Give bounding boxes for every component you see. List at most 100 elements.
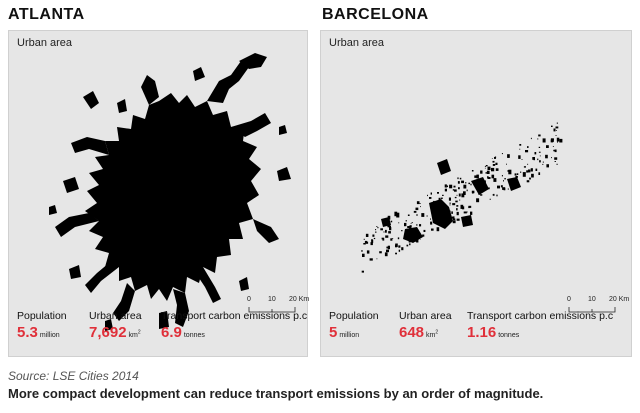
urban-fragment <box>484 166 486 167</box>
urban-fragment <box>488 187 490 190</box>
urban-fragment <box>415 207 419 211</box>
urban-fragment <box>452 189 455 191</box>
urban-fragment <box>444 207 448 210</box>
urban-fragment <box>542 161 544 163</box>
urban-fragment <box>551 125 553 127</box>
urban-fragment <box>539 160 541 163</box>
urban-fragment <box>449 204 451 206</box>
urban-fragment <box>373 237 376 240</box>
urban-fragment <box>527 146 529 148</box>
urban-fragment <box>519 148 521 150</box>
urban-fragment <box>478 193 481 195</box>
urban-fragment <box>430 192 432 195</box>
barcelona-panel-label: Urban area <box>329 37 385 49</box>
urban-fragment <box>545 154 548 159</box>
atlanta-urban-area-value: 7,692 <box>89 324 127 341</box>
urban-fragment <box>385 229 387 233</box>
urban-fragment <box>406 228 409 231</box>
urban-fragment <box>501 175 503 177</box>
urban-fragment <box>508 169 512 175</box>
urban-fragment <box>422 234 425 237</box>
urban-fragment <box>419 203 421 204</box>
urban-fragment <box>486 170 490 174</box>
urban-fragment <box>361 250 363 252</box>
urban-fragment <box>394 211 398 217</box>
urban-fragment <box>515 176 518 178</box>
urban-fragment <box>538 134 541 137</box>
urban-fragment <box>495 162 498 165</box>
atlanta-scale-mid: 10 <box>268 296 276 303</box>
barcelona-panel: Urban area 0 10 20 Km Population 5 millio… <box>320 30 632 357</box>
urban-fragment <box>457 177 459 180</box>
urban-fragment <box>485 165 488 167</box>
urban-fragment <box>406 244 409 247</box>
barcelona-population: Population 5 million <box>329 310 379 342</box>
urban-fragment <box>456 205 459 207</box>
urban-fragment <box>401 230 403 232</box>
urban-fragment <box>458 187 460 190</box>
atlanta-emissions-label: Transport carbon emissions p.c <box>161 310 308 322</box>
urban-fragment <box>369 258 373 261</box>
urban-fragment <box>471 190 475 194</box>
urban-fragment <box>415 240 418 242</box>
urban-fragment <box>559 138 563 143</box>
barcelona-population-label: Population <box>329 310 379 322</box>
urban-fragment <box>385 235 389 238</box>
urban-fragment <box>456 211 459 216</box>
urban-fragment <box>452 220 456 224</box>
urban-fragment <box>365 233 369 237</box>
barcelona-emissions-value: 1.16 <box>467 324 497 341</box>
urban-fragment <box>387 215 391 220</box>
urban-fragment <box>493 178 497 182</box>
urban-fragment <box>381 237 385 240</box>
urban-fragment <box>386 246 390 249</box>
urban-fragment <box>365 241 369 244</box>
urban-fragment <box>526 170 529 173</box>
urban-fragment <box>480 194 483 196</box>
urban-fragment <box>431 206 433 208</box>
urban-fragment <box>364 242 366 244</box>
urban-fragment <box>553 128 556 132</box>
urban-fragment <box>555 130 557 131</box>
urban-fragment <box>456 194 458 196</box>
urban-fragment <box>471 170 474 172</box>
urban-fragment <box>465 182 467 184</box>
urban-fragment <box>531 173 534 178</box>
urban-fragment <box>387 223 391 228</box>
urban-fragment <box>444 206 446 208</box>
urban-fragment <box>491 174 495 179</box>
urban-fragment <box>375 231 377 233</box>
urban-fragment <box>542 163 544 165</box>
urban-fragment <box>389 227 392 231</box>
urban-fragment <box>480 170 483 174</box>
urban-fragment <box>441 208 444 211</box>
urban-fragment <box>456 218 460 221</box>
urban-fragment <box>387 245 390 250</box>
urban-fragment <box>364 240 368 243</box>
barcelona-scale-end: 20 Km <box>609 296 630 303</box>
urban-fragment <box>534 152 537 155</box>
barcelona-scale-line <box>568 307 616 313</box>
urban-fragment <box>440 223 443 227</box>
urban-fragment <box>458 193 461 197</box>
urban-fragment <box>409 243 411 246</box>
urban-fragment <box>484 180 486 184</box>
urban-fragment <box>430 221 433 225</box>
urban-fragment <box>556 122 558 124</box>
urban-fragment <box>456 208 458 211</box>
urban-fragment <box>466 211 468 213</box>
urban-fragment <box>530 168 533 172</box>
urban-fragment <box>459 177 462 180</box>
urban-fragment <box>537 138 539 140</box>
urban-fragment <box>396 212 400 218</box>
urban-fragment <box>517 173 519 175</box>
atlanta-population-value: 5.3 <box>17 324 38 341</box>
urban-fragment <box>407 226 411 228</box>
urban-fragment <box>404 222 407 227</box>
urban-fragment <box>522 172 526 177</box>
urban-fragment <box>501 153 503 155</box>
barcelona-area-unit-text: km <box>426 332 436 339</box>
urban-fragment <box>379 251 382 254</box>
atlanta-urban-area-label: Urban area <box>89 310 142 322</box>
urban-fragment <box>413 210 417 213</box>
